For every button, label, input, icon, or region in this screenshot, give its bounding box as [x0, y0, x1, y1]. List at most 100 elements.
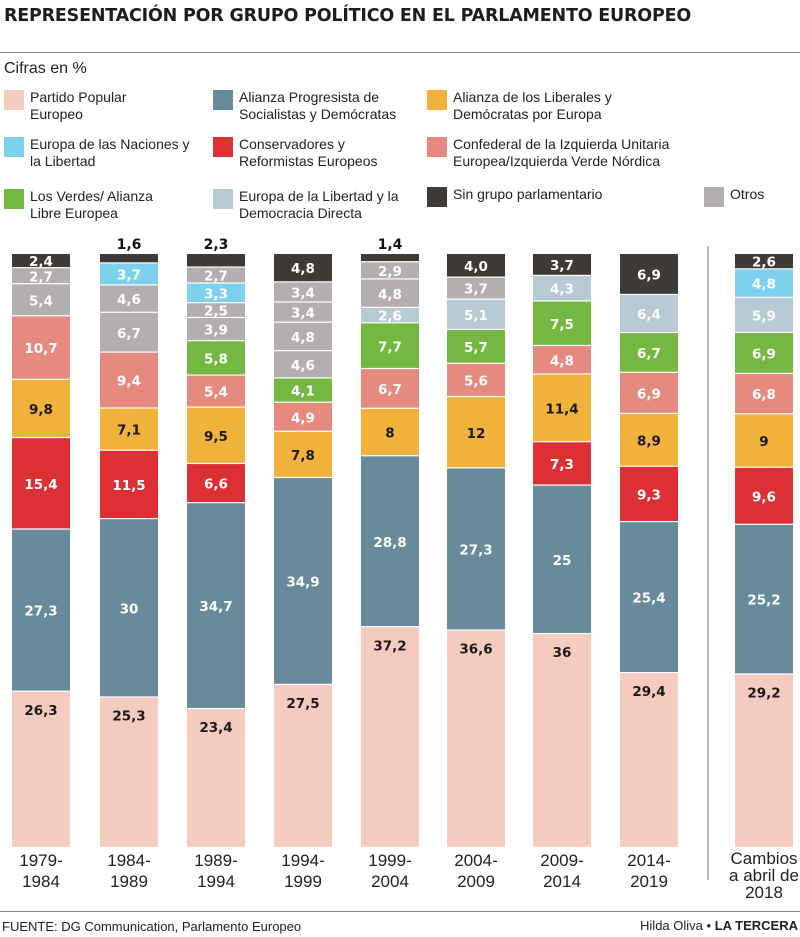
- segment-value-label: 5,8: [204, 351, 228, 367]
- bar-segment-verdes: [620, 333, 678, 372]
- bar-segment-sin-grupo: [361, 254, 419, 262]
- bar-segment-otros: [274, 302, 332, 322]
- bar-segment-otros: [187, 267, 245, 283]
- segment-value-label: 3,9: [204, 323, 228, 339]
- segment-value-label: 3,7: [117, 268, 141, 284]
- bar-segment-liberales: [735, 414, 793, 467]
- legend-swatch-ppe: [4, 90, 24, 110]
- bar-segment-socialistas: [620, 522, 678, 672]
- legend-swatch-liberales: [427, 90, 447, 110]
- bar-segment-ppe: [361, 627, 419, 847]
- bar-segment-sin-grupo: [620, 254, 678, 294]
- bar-segment-conservadores: [620, 466, 678, 521]
- segment-value-label: 4,3: [550, 282, 574, 298]
- segment-value-label: 7,3: [550, 457, 574, 473]
- bar-segment-sin-grupo: [447, 254, 505, 277]
- chart-title: REPRESENTACIÓN POR GRUPO POLÍTICO EN EL …: [4, 6, 692, 26]
- bar-segment-verdes: [533, 301, 591, 345]
- bar-segment-socialistas: [274, 478, 332, 684]
- legend-item-socialistas: Alianza Progresista de Socialistas y Dem…: [213, 89, 424, 123]
- bar-segment-sin-grupo: [274, 254, 332, 282]
- bar-segment-liberales: [447, 397, 505, 468]
- category-label: 1984-1989: [107, 851, 150, 891]
- segment-value-label: 6,7: [637, 346, 661, 362]
- segment-value-label: 4,8: [291, 330, 315, 346]
- bar-segment-izquierda: [447, 363, 505, 396]
- segment-value-label: 9,8: [29, 402, 53, 418]
- bar-segment-otros: [361, 262, 419, 279]
- segment-value-label: 4,8: [291, 261, 315, 277]
- bar-segment-izquierda: [12, 316, 70, 379]
- legend-swatch-sin-grupo: [427, 187, 447, 207]
- segment-value-label: 27,3: [459, 543, 492, 559]
- segment-value-label: 1,4: [378, 237, 403, 253]
- bar-segment-izquierda: [533, 346, 591, 374]
- category-label: 1979-1984: [19, 851, 62, 891]
- bar-segment-conservadores: [735, 467, 793, 524]
- segment-value-label: 29,2: [747, 686, 780, 702]
- segment-value-label: 6,9: [752, 346, 776, 362]
- segment-value-label: 6,6: [204, 477, 228, 493]
- legend-item-libertad-democracia: Europa de la Libertad y la Democracia Di…: [213, 188, 429, 222]
- bar-segment-ppe: [735, 674, 793, 847]
- category-label: Cambios a abril de 2018: [729, 849, 799, 902]
- bar-segment-ppe: [274, 684, 332, 847]
- bar-segment-otros: [187, 318, 245, 341]
- credit-separator: •: [706, 918, 712, 933]
- bar-segment-conservadores: [100, 450, 158, 518]
- segment-value-label: 34,7: [199, 599, 232, 615]
- category-label: 2009-2014: [540, 851, 583, 891]
- bar-segment-sin-grupo: [187, 254, 245, 267]
- legend-item-verdes: Los Verdes/ Alianza Libre Europea: [4, 188, 175, 222]
- bar-segment-otros: [447, 277, 505, 299]
- segment-value-label: 27,3: [24, 604, 57, 620]
- segment-value-label: 5,4: [204, 385, 228, 401]
- segment-value-label: 6,9: [637, 386, 661, 402]
- legend-swatch-otros: [704, 187, 724, 207]
- segment-value-label: 9,6: [752, 489, 776, 505]
- credit: Hilda Oliva • LA TERCERA: [640, 918, 798, 933]
- legend-swatch-izquierda: [427, 137, 447, 157]
- bar-segment-conservadores: [533, 442, 591, 485]
- segment-value-label: 12: [467, 426, 486, 442]
- legend-label: Alianza de los Liberales y Demócratas po…: [453, 89, 612, 122]
- legend-label: Alianza Progresista de Socialistas y Dem…: [239, 89, 397, 122]
- legend-swatch-socialistas: [213, 90, 233, 110]
- segment-value-label: 6,7: [378, 382, 402, 398]
- top-divider: [0, 52, 800, 53]
- legend-label: Conservadores y Reformistas Europeos: [239, 136, 378, 169]
- bar-segment-socialistas: [100, 519, 158, 697]
- legend-label: Europa de la Libertad y la Democracia Di…: [239, 188, 399, 221]
- legend-item-ppe: Partido Popular Europeo: [4, 89, 160, 123]
- segment-value-label: 6,8: [752, 387, 776, 403]
- segment-value-label: 9,5: [204, 429, 228, 445]
- bar-segment-izquierda: [187, 375, 245, 407]
- segment-value-label: 7,5: [550, 317, 574, 333]
- segment-value-label: 3,4: [291, 286, 315, 302]
- source-note: FUENTE: DG Communication, Parlamento Eur…: [2, 919, 302, 934]
- legend-item-liberales: Alianza de los Liberales y Demócratas po…: [427, 89, 633, 123]
- bar-segment-izquierda: [735, 373, 793, 414]
- segment-value-label: 6,7: [117, 326, 141, 342]
- bar-segment-otros: [100, 285, 158, 312]
- bar-segment-conservadores: [187, 464, 245, 503]
- segment-value-label: 4,9: [291, 410, 315, 426]
- legend-label: Partido Popular Europeo: [30, 89, 127, 122]
- segment-value-label: 30: [120, 601, 139, 617]
- bar-segment-otros: [187, 303, 245, 317]
- legend-item-izquierda: Confederal de la Izquierda Unitaria Euro…: [427, 136, 713, 170]
- segment-value-label: 1,6: [117, 237, 142, 253]
- bar-segment-naciones: [735, 269, 793, 297]
- segment-value-label: 5,1: [464, 308, 488, 324]
- bar-segment-sin-grupo: [12, 254, 70, 268]
- legend-label: Otros: [730, 186, 765, 202]
- bar-segment-socialistas: [735, 524, 793, 674]
- bar-segment-verdes: [447, 330, 505, 363]
- category-label: 1999-2004: [368, 851, 411, 891]
- segment-value-label: 2,6: [378, 309, 402, 325]
- credit-author: Hilda Oliva: [640, 918, 703, 933]
- bar-segment-ppe: [620, 673, 678, 847]
- segment-value-label: 8: [385, 426, 394, 442]
- bar-segment-otros: [274, 351, 332, 378]
- bar-segment-liberales: [620, 413, 678, 466]
